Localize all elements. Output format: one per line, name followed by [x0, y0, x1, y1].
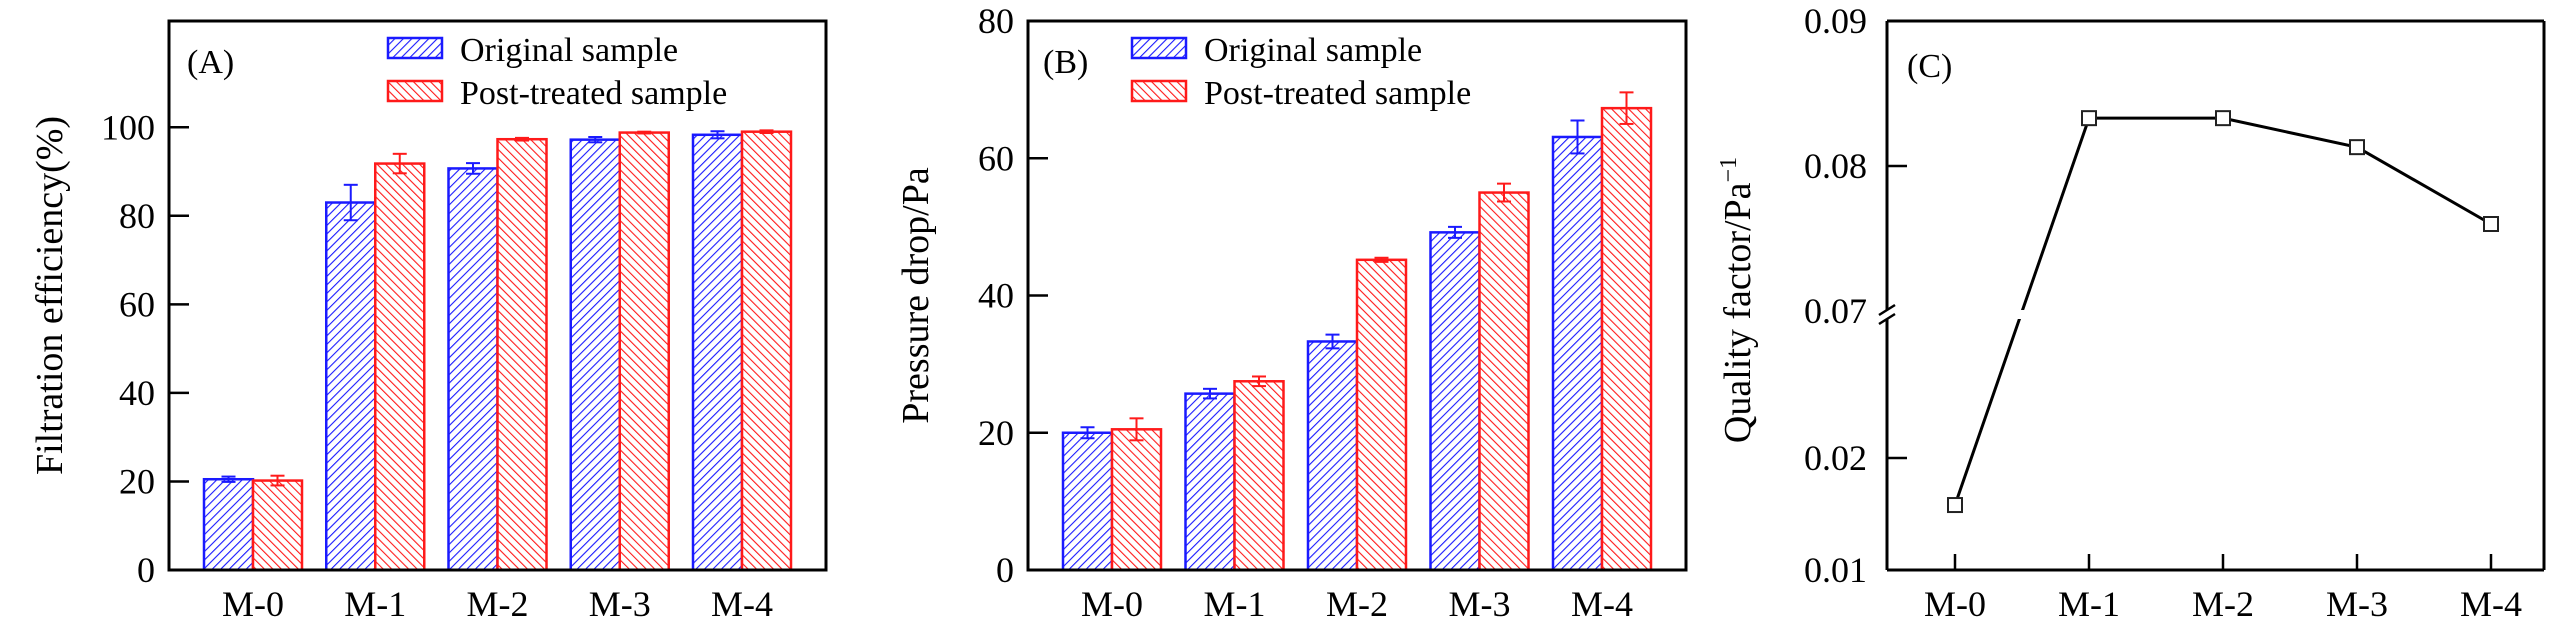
y-axis-label-superscript: −1 — [1716, 157, 1742, 183]
bar-original-m-3 — [569, 138, 621, 572]
y-tick-label: 40 — [119, 373, 155, 413]
bar-post-treated-m-0 — [1110, 428, 1163, 572]
bar-original-m-4 — [691, 133, 744, 572]
legend-label: Post-treated sample — [460, 75, 727, 112]
data-point-m-3 — [2349, 139, 2365, 156]
x-tick-label: M-2 — [2192, 584, 2254, 624]
panel-c-quality-factor: 0.01 0.02 0.07 0.08 0.09 M-0 M-1 M-2 M-3 M-4 (C) Qu… — [1716, 1, 2546, 624]
y-tick-label: 60 — [978, 138, 1014, 178]
x-tick-label: M-2 — [467, 584, 529, 624]
bar-original-m-2 — [1306, 340, 1359, 572]
panel-label: (A) — [187, 44, 234, 81]
y-tick-label: 0.07 — [1804, 291, 1867, 331]
y-tick-label: 0.02 — [1804, 438, 1867, 478]
y-axis-label: Quality factor/Pa−1 — [1716, 157, 1759, 443]
y-axis-label: Pressure drop/Pa — [895, 167, 937, 424]
bar-post-treated-m-2 — [1355, 258, 1408, 572]
bar-post-treated-m-1 — [1233, 380, 1285, 572]
bar-post-treated-m-0 — [251, 479, 304, 572]
x-tick-label: M-4 — [711, 584, 773, 624]
data-point-m-1 — [2081, 110, 2097, 127]
y-axis-label: Filtration efficiency(%) — [29, 116, 71, 475]
bar-original-m-0 — [1061, 431, 1114, 572]
data-point-m-2 — [2215, 110, 2231, 127]
legend-swatch-original — [386, 36, 444, 60]
y-tick-label: 100 — [101, 107, 155, 147]
x-tick-label: M-1 — [1204, 584, 1266, 624]
y-tick-label: 80 — [978, 1, 1014, 41]
legend-label: Original sample — [1204, 32, 1422, 69]
x-tick-label: M-4 — [2460, 584, 2522, 624]
x-tick-label: M-0 — [222, 584, 284, 624]
axis-break-mark — [1878, 303, 1896, 317]
legend-label: Original sample — [460, 32, 678, 69]
bar-original-m-4 — [1551, 135, 1604, 572]
panel-a-filtration-efficiency: 0 20 40 60 80 100 M-0 M-1 M-2 M-3 M-4 (A) Original s… — [29, 19, 828, 624]
bar-original-m-1 — [325, 201, 377, 572]
data-point-m-0 — [1947, 497, 1963, 514]
x-tick-label: M-3 — [2326, 584, 2388, 624]
bar-original-m-3 — [1429, 231, 1481, 572]
plot-frame — [1026, 19, 1688, 572]
x-tick-label: M-0 — [1081, 584, 1143, 624]
y-tick-label: 60 — [119, 284, 155, 324]
data-point-m-4 — [2483, 216, 2499, 232]
y-tick-label: 0 — [137, 550, 155, 590]
bar-post-treated-m-3 — [1478, 191, 1530, 572]
x-tick-label: M-1 — [2058, 584, 2120, 624]
y-tick-label: 0.01 — [1804, 550, 1867, 590]
bar-original-m-2 — [447, 167, 499, 572]
bar-post-treated-m-2 — [496, 137, 548, 572]
y-tick-label: 40 — [978, 276, 1014, 316]
y-tick-label: 0.08 — [1804, 146, 1867, 186]
bar-post-treated-m-3 — [618, 131, 670, 572]
axis-break-mark — [1878, 312, 1896, 326]
x-tick-label: M-3 — [1449, 584, 1511, 624]
legend-swatch-original — [1130, 36, 1188, 60]
y-tick-label: 20 — [978, 413, 1014, 453]
x-tick-label: M-3 — [589, 584, 651, 624]
x-tick-label: M-1 — [344, 584, 406, 624]
y-tick-label: 80 — [119, 196, 155, 236]
legend-swatch-post-treated — [1130, 79, 1188, 103]
legend-label: Post-treated sample — [1204, 75, 1471, 112]
y-tick-label: 20 — [119, 461, 155, 501]
y-axis-label-text: Quality factor/Pa — [1717, 182, 1759, 443]
bar-post-treated-m-1 — [374, 162, 426, 572]
bar-original-m-0 — [202, 477, 255, 572]
x-tick-label: M-0 — [1924, 584, 1986, 624]
bar-post-treated-m-4 — [740, 130, 793, 572]
x-tick-label: M-4 — [1571, 584, 1633, 624]
axis-break-gap — [1877, 310, 2077, 319]
y-tick-label: 0.09 — [1804, 1, 1867, 41]
panel-label: (C) — [1907, 48, 1952, 85]
bar-original-m-1 — [1184, 392, 1236, 572]
y-tick-label: 0 — [996, 550, 1014, 590]
bar-post-treated-m-4 — [1600, 106, 1653, 572]
legend-swatch-post-treated — [386, 79, 444, 103]
plot-frame — [167, 19, 828, 572]
panel-label: (B) — [1043, 44, 1088, 81]
panel-b-pressure-drop: 0 20 40 60 80 M-0 M-1 M-2 M-3 M-4 (B) Original samp… — [895, 1, 1688, 624]
x-tick-label: M-2 — [1326, 584, 1388, 624]
